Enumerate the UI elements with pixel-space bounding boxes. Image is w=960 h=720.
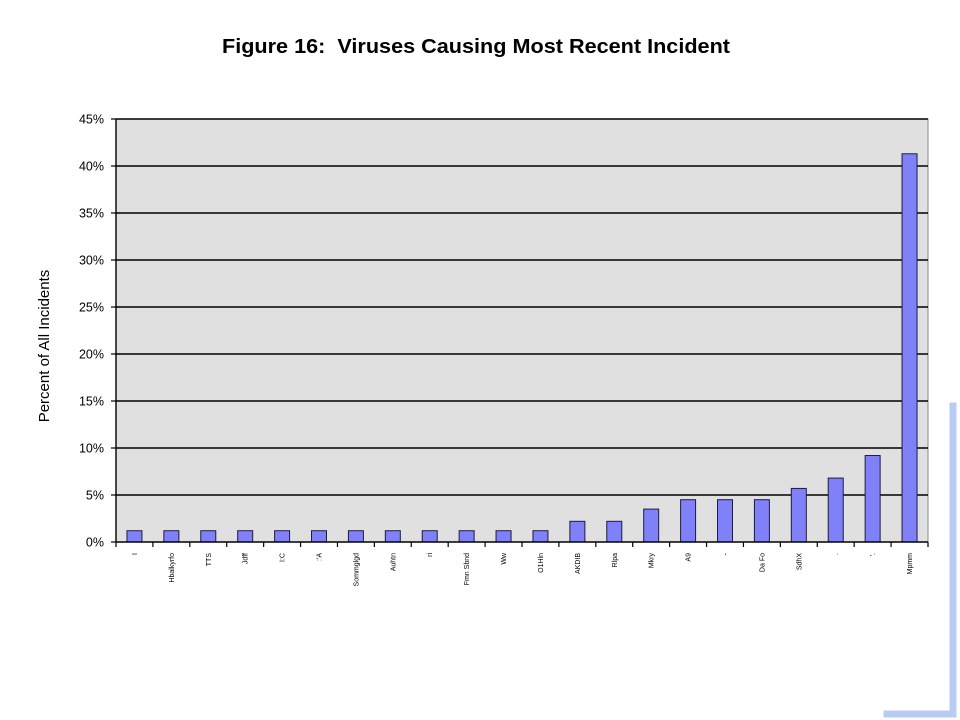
x-tick-label-14: Mkry [649, 553, 656, 569]
x-tick-label-0: I [132, 553, 139, 555]
x-tick-label-9: Fmn Sbnd [464, 553, 471, 585]
x-tick-label-2: TTS [206, 553, 213, 567]
bar-21 [901, 153, 918, 543]
x-tick-label-3: Jdff [243, 553, 250, 564]
x-tick-label-1: Hbalkyrfo [169, 553, 176, 583]
bar-15 [680, 499, 697, 543]
y-tick-label-8: 40% [79, 160, 104, 174]
x-tick-label-5: :'A [317, 553, 324, 561]
x-tick-label-18: SdhX [796, 553, 803, 570]
y-tick-label-6: 30% [79, 254, 104, 268]
x-tick-label-15: A9 [686, 553, 693, 562]
x-tick-label-11: O1Hln [538, 553, 545, 573]
x-tick-labels: I Hbalkyrfo TTS Jdff I:C :'A Sommglgd Auhtn ri Fm… [132, 552, 914, 586]
x-tick-label-10: Ww [501, 552, 508, 565]
bar-4 [274, 530, 291, 543]
bar-13 [606, 520, 623, 543]
bar-20 [864, 455, 881, 543]
bar-16 [717, 499, 733, 543]
bar-0 [126, 530, 143, 543]
bar-12 [569, 520, 586, 543]
x-tick-label-12: AKDIB [575, 553, 582, 574]
bar-17 [753, 499, 770, 543]
y-axis-label: Percent of All Incidents [36, 270, 53, 423]
y-tick-label-3: 15% [79, 395, 104, 409]
slide-corner-accent [883, 402, 957, 718]
y-tick-label-4: 20% [79, 348, 104, 362]
bar-5 [311, 530, 327, 543]
x-tick-label-21: Mpmm [907, 553, 914, 575]
bar-18 [790, 487, 807, 543]
axes [111, 118, 929, 547]
plot-area [115, 118, 929, 543]
x-tick-label-13: Rlpa [612, 553, 619, 568]
y-tick-labels: 0% 5% 10% 15% 20% 25% 30% 35% 40% 45% [79, 113, 104, 550]
bar-19 [827, 477, 844, 543]
y-tick-label-1: 5% [86, 489, 104, 503]
x-tick-label-4: I:C [280, 553, 287, 562]
x-tick-label-16: - [723, 552, 730, 555]
x-tick-label-20: '. [870, 553, 877, 556]
bar-1 [163, 530, 180, 543]
bar-10 [495, 530, 512, 543]
bar-8 [421, 530, 438, 543]
bar-14 [643, 508, 660, 543]
bar-3 [237, 530, 254, 543]
x-tick-label-6: Sommglgd [353, 553, 360, 587]
y-tick-label-2: 10% [79, 442, 104, 456]
y-tick-label-9: 45% [79, 113, 104, 127]
x-tick-label-8: ri [427, 553, 434, 557]
bar-2 [200, 530, 217, 543]
bars [126, 153, 918, 543]
x-tick-label-7: Auhtn [390, 553, 397, 571]
y-tick-label-7: 35% [79, 207, 104, 221]
chart-title: Figure 16: Viruses Causing Most Recent I… [222, 36, 730, 58]
bar-6 [347, 530, 364, 543]
x-tick-label-17: Da Fo [759, 553, 766, 572]
y-tick-label-0: 0% [86, 536, 104, 550]
gridlines [116, 118, 928, 496]
y-tick-label-5: 25% [79, 301, 104, 315]
x-tick-label-19: . [833, 553, 840, 555]
bar-9 [458, 530, 475, 543]
bar-11 [532, 530, 549, 543]
bar-7 [384, 530, 401, 543]
